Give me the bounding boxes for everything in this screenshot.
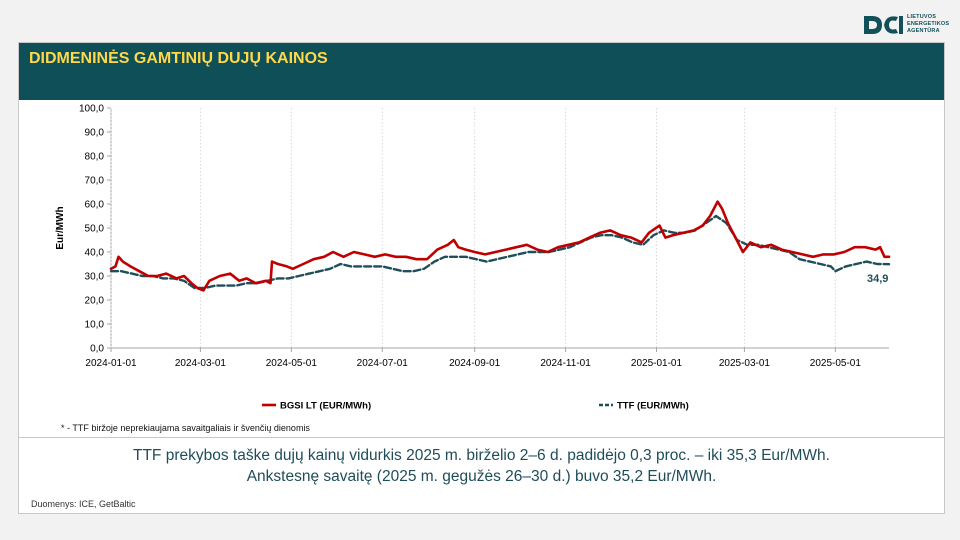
x-tick-label: 2025-01-01 [631, 358, 683, 369]
y-tick-label: 30,0 [85, 272, 105, 283]
y-tick-label: 20,0 [85, 296, 105, 307]
footnote: * - TTF biržoje neprekiaujama savaitgali… [61, 423, 310, 433]
data-source: Duomenys: ICE, GetBaltic [31, 499, 136, 509]
logo-line: LIETUVOS [907, 14, 937, 20]
logo-line: ENERGETIKOS [907, 21, 950, 27]
x-tick-label: 2024-11-01 [540, 358, 591, 369]
price-chart: 0,0 10,0 20,0 30,0 40,0 50,0 60,0 70,0 80,0 90,0 1… [55, 104, 891, 412]
y-axis-label: Eur/MWh [55, 206, 66, 249]
x-tick-label: 2025-05-01 [810, 358, 862, 369]
y-tick-label: 90,0 [85, 128, 105, 139]
logo-mark-icon [864, 16, 903, 34]
y-tick-label: 0,0 [90, 344, 104, 355]
agency-logo: LIETUVOS ENERGETIKOS AGENTŪRA [862, 12, 952, 42]
page-title: DIDMENINĖS GAMTINIŲ DUJŲ KAINOS [29, 50, 328, 67]
logo-text: LIETUVOS ENERGETIKOS AGENTŪRA [907, 14, 949, 35]
panel-header: DIDMENINĖS GAMTINIŲ DUJŲ KAINOS [19, 43, 944, 100]
y-tick-label: 10,0 [85, 320, 105, 331]
x-tick-label: 2025-03-01 [719, 358, 771, 369]
summary-line-2: Ankstesnę savaitę (2025 m. gegužės 26–30… [246, 468, 717, 485]
y-tick-label: 40,0 [85, 248, 105, 259]
legend-label: BGSI LT (EUR/MWh) [280, 401, 371, 412]
x-tick-label: 2024-09-01 [449, 358, 501, 369]
summary-line-1: TTF prekybos taške dujų kainų vidurkis 2… [133, 447, 830, 464]
logo-line: AGENTŪRA [907, 28, 940, 34]
chart-panel: DIDMENINĖS GAMTINIŲ DUJŲ KAINOS 0,0 10,0 2… [18, 42, 945, 514]
x-tick-label: 2024-01-01 [85, 358, 137, 369]
y-tick-label: 50,0 [85, 224, 105, 235]
series-line [109, 200, 891, 292]
x-tick-label: 2024-07-01 [357, 358, 409, 369]
y-tick-label: 80,0 [85, 152, 105, 163]
y-tick-label: 70,0 [85, 176, 105, 187]
y-tick-label: 100,0 [79, 104, 104, 115]
y-tick-label: 60,0 [85, 200, 105, 211]
x-tick-label: 2024-05-01 [266, 358, 318, 369]
x-tick-label: 2024-03-01 [175, 358, 227, 369]
end-value-label: 34,9 [867, 273, 888, 285]
legend-label: TTF (EUR/MWh) [617, 401, 689, 412]
summary-box: TTF prekybos taške dujų kainų vidurkis 2… [19, 437, 944, 487]
